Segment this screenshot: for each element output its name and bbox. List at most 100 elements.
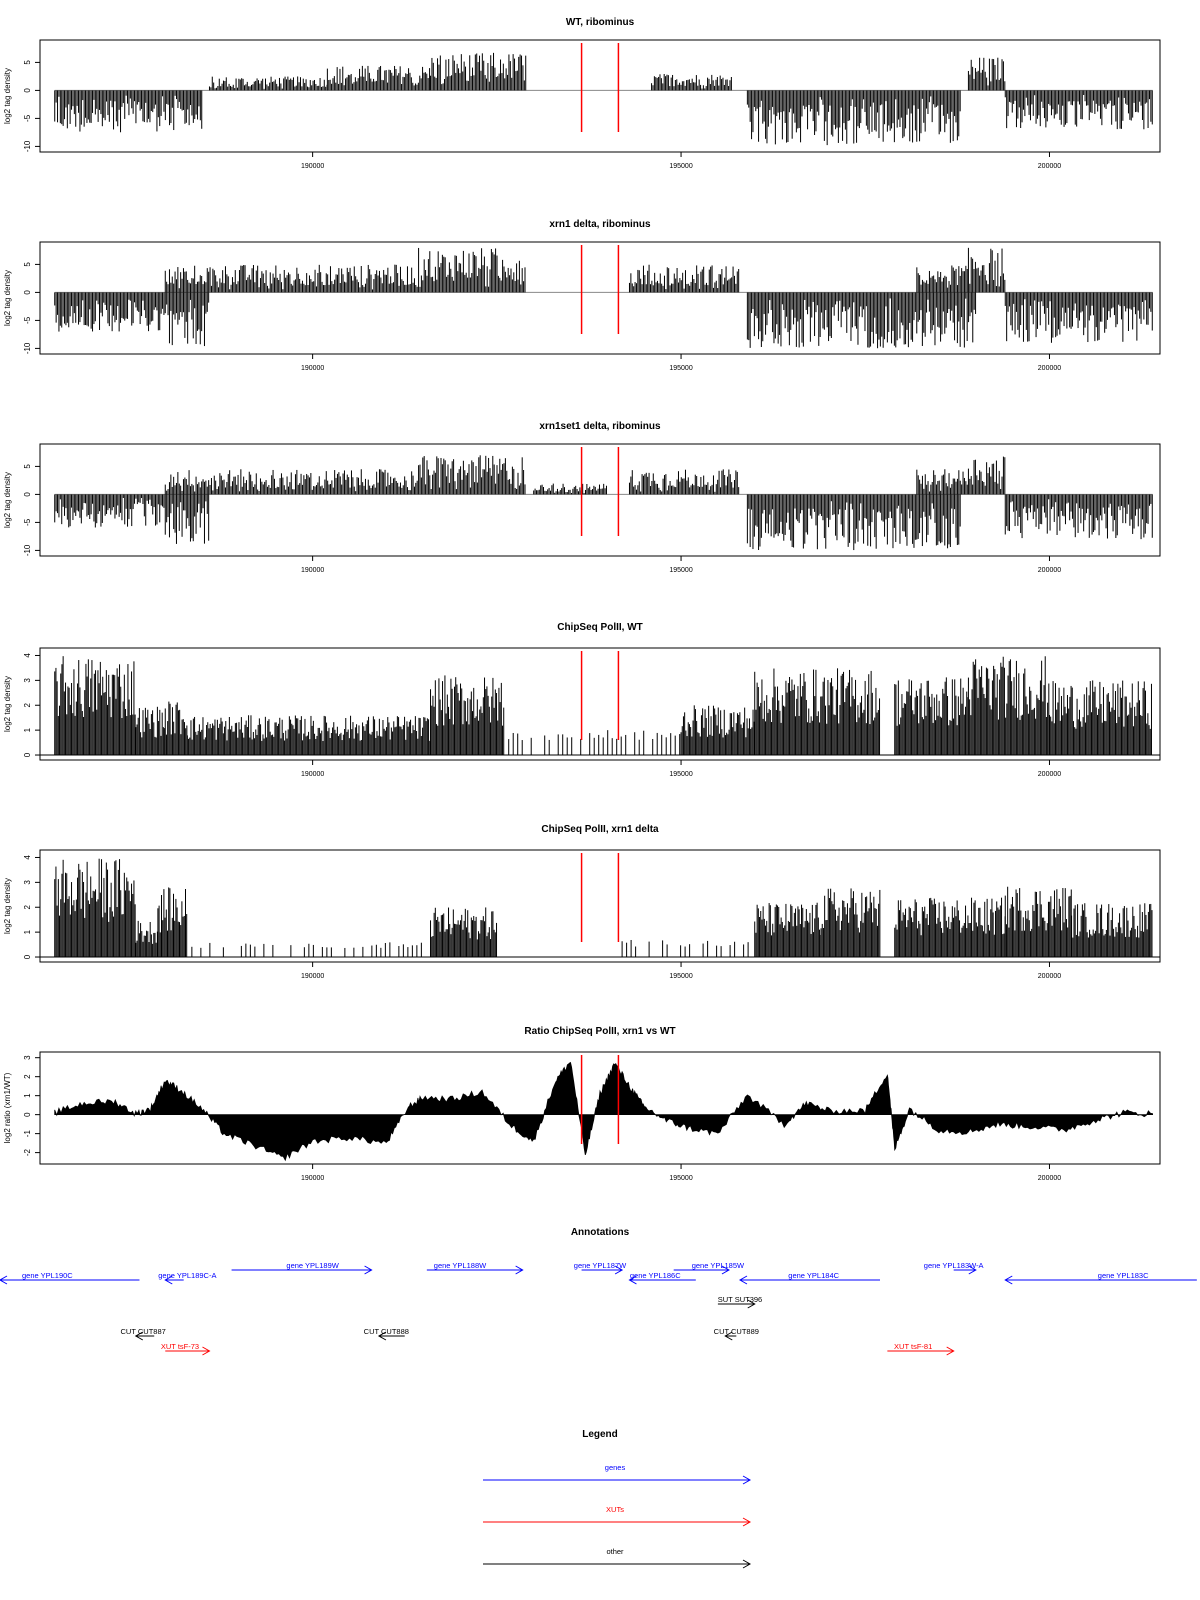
signal-segment-5 <box>430 907 498 958</box>
legend-label: other <box>606 1547 624 1556</box>
chart-panel-1: WT, ribominus log2 tag density -10 -5 0 5 1900… <box>3 17 1161 170</box>
annotation-track: gene YPL185W <box>673 1261 745 1275</box>
signal-segment-1 <box>54 90 203 133</box>
annotation-arrowhead <box>0 1275 8 1285</box>
y-tick-label: 1 <box>23 727 32 732</box>
chart-panel-5: ChipSeq PolII, xrn1 delta log2 tag densit… <box>3 824 1161 980</box>
data-series <box>54 52 1153 146</box>
annotation-track: CUT CUT887 <box>121 1327 166 1341</box>
annotation-arrowhead <box>614 1265 624 1275</box>
annotation-track: gene YPL188W <box>426 1261 524 1275</box>
x-tick-label: 200000 <box>1038 1175 1061 1182</box>
y-tick-label: -10 <box>23 544 32 556</box>
annotation-arrowhead <box>377 1331 387 1341</box>
signal-segment-5 <box>651 73 732 91</box>
signal-segment-10 <box>1004 494 1153 540</box>
y-axis-label: log2 tag density <box>3 878 12 934</box>
signal-segment-1 <box>54 858 136 958</box>
chart-title: xrn1set1 delta, ribominus <box>539 421 661 432</box>
signal-segment-6 <box>746 90 961 146</box>
annotation-arrowhead <box>134 1331 144 1341</box>
annotation-label: gene YPL189W <box>286 1261 339 1270</box>
signal-segment-3 <box>164 701 188 756</box>
annotation-label: gene YPL186C <box>630 1271 681 1280</box>
annotation-arrowhead <box>946 1346 955 1356</box>
signal-segment-3 <box>326 65 431 91</box>
ratio-area <box>54 1061 1153 1162</box>
x-tick-label: 195000 <box>669 1175 692 1182</box>
annotation-label: CUT CUT887 <box>121 1327 166 1336</box>
annotation-track: XUT tsF-81 <box>887 1342 955 1356</box>
signal-segment-2 <box>164 292 210 347</box>
y-tick-label: 3 <box>23 678 32 683</box>
signal-segment-6 <box>621 939 749 958</box>
y-tick-label: 3 <box>23 1055 32 1060</box>
x-tick-label: 195000 <box>669 973 692 980</box>
signal-segment-8 <box>754 668 881 756</box>
annotation-arrowhead <box>721 1265 730 1275</box>
legend-item: other <box>483 1547 752 1569</box>
y-tick-label: 0 <box>23 1112 32 1117</box>
y-tick-label: -5 <box>23 114 32 122</box>
legend-label: XUTs <box>606 1505 624 1514</box>
signal-segment-5 <box>533 483 607 495</box>
annotation-arrowhead <box>1004 1275 1013 1285</box>
signal-segment-10 <box>1004 886 1072 958</box>
y-tick-label: 5 <box>23 262 32 267</box>
x-tick-label: 195000 <box>669 365 692 372</box>
x-tick-label: 200000 <box>1038 163 1061 170</box>
annotation-label: gene YPL185W <box>692 1261 745 1270</box>
annotation-arrowhead <box>747 1299 756 1309</box>
chart-title: Ratio ChipSeq PolII, xrn1 vs WT <box>524 1026 675 1037</box>
signal-segment-1 <box>54 494 165 528</box>
x-tick-label: 190000 <box>301 567 324 574</box>
signal-segment-2 <box>164 494 210 544</box>
annotation-arrowhead <box>724 1331 733 1341</box>
signal-segment-11 <box>1071 903 1153 958</box>
y-tick-label: 1 <box>23 1093 32 1098</box>
y-tick-label: -5 <box>23 316 32 324</box>
signal-segment-9 <box>1004 292 1153 343</box>
y-axis-label: log2 tag density <box>3 68 12 124</box>
annotation-arrowhead <box>738 1275 748 1285</box>
annotation-label: gene YPL188W <box>434 1261 487 1270</box>
legend-title: Legend <box>582 1429 618 1440</box>
plot-frame <box>39 1051 1161 1165</box>
data-series <box>54 455 1153 551</box>
signal-segment-4 <box>415 247 526 293</box>
annotation-label: gene YPL189C-A <box>158 1271 216 1280</box>
signal-segment-9 <box>894 677 969 756</box>
signal-segment-8 <box>820 888 881 958</box>
signal-segment-6 <box>628 469 740 495</box>
signal-segment-6 <box>508 730 681 756</box>
x-tick-label: 190000 <box>301 365 324 372</box>
y-tick-label: -1 <box>23 1130 32 1138</box>
plot-frame <box>39 241 1161 355</box>
signal-segment-4 <box>191 942 422 958</box>
chart-title: ChipSeq PolII, WT <box>557 622 643 633</box>
annotation-track: gene YPL187W <box>574 1261 627 1275</box>
annotation-arrowhead <box>515 1265 524 1275</box>
annotation-track: SUT SUT396 <box>718 1295 762 1309</box>
annotation-track: gene YPL189C-A <box>158 1271 216 1285</box>
signal-segment-4 <box>415 455 526 495</box>
y-axis-label: log2 ratio (xrn1/WT) <box>3 1072 12 1143</box>
y-tick-label: 0 <box>23 88 32 93</box>
y-tick-label: 2 <box>23 904 32 909</box>
y-tick-label: 4 <box>23 855 32 860</box>
signal-segment-8 <box>916 469 968 495</box>
y-tick-label: 4 <box>23 653 32 658</box>
annotation-track: CUT CUT889 <box>714 1327 759 1341</box>
y-tick-label: 3 <box>23 880 32 885</box>
signal-segment-1 <box>54 656 136 756</box>
signal-segment-5 <box>628 264 740 293</box>
annotation-track: gene YPL186C <box>628 1271 696 1285</box>
chart-title: xrn1 delta, ribominus <box>549 219 651 230</box>
signal-segment-3 <box>164 264 415 293</box>
annotation-arrowhead <box>968 1265 977 1275</box>
signal-segment-7 <box>746 494 961 551</box>
plot-frame <box>39 849 1161 963</box>
annotation-track: CUT CUT888 <box>364 1327 409 1341</box>
x-tick-label: 195000 <box>669 163 692 170</box>
annotation-label: XUT tsF-73 <box>161 1342 199 1351</box>
